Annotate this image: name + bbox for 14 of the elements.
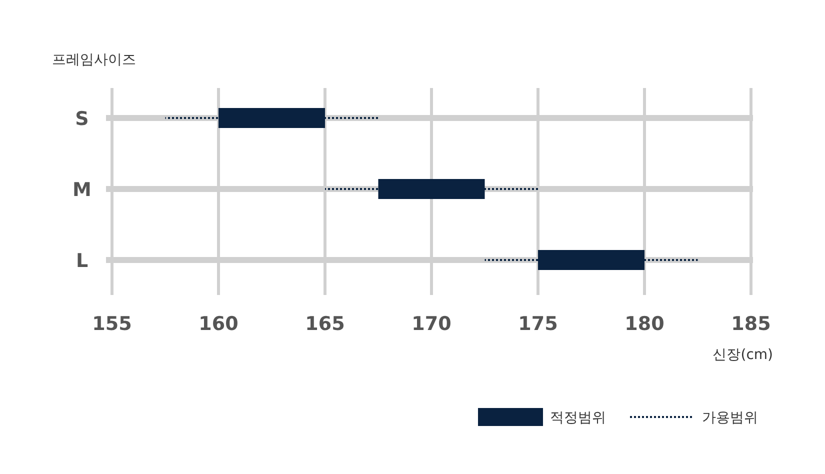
x-tick-label: 180 [624,313,664,335]
legend-label: 가용범위 [702,410,758,426]
legend-label: 적정범위 [550,410,606,426]
x-tick-label: 160 [198,313,238,335]
y-tick-label: S [75,108,89,130]
x-tick-label: 155 [92,313,132,335]
x-tick-label: 170 [412,313,452,335]
y-tick-label: M [72,179,92,201]
x-tick-label: 185 [731,313,771,335]
x-tick-label: 165 [305,313,345,335]
y-tick-label: L [76,250,88,272]
x-tick-label: 175 [518,313,558,335]
x-axis-title: 신장(cm) [712,347,773,363]
y-axis-title: 프레임사이즈 [52,52,136,68]
